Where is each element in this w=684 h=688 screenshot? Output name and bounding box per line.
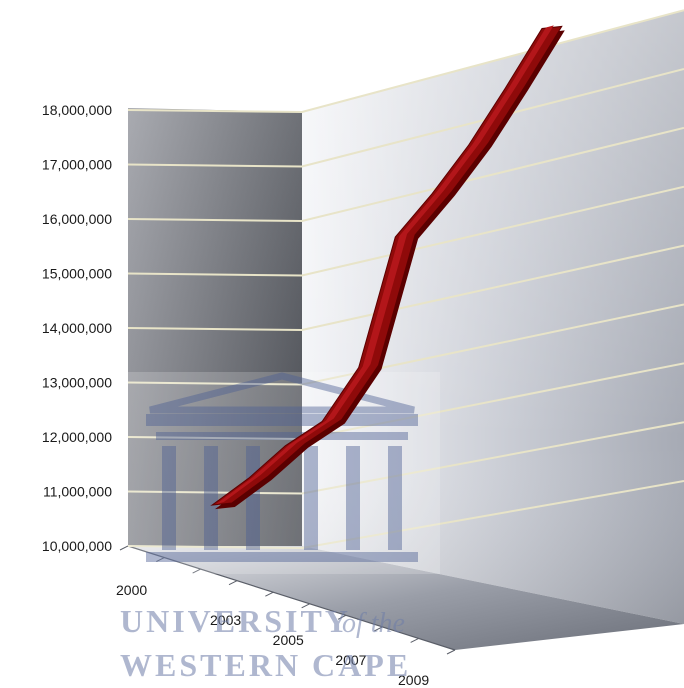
x-tick-label: 2003 <box>210 612 241 628</box>
gridline <box>127 68 684 168</box>
watermark-base <box>146 552 418 562</box>
y-tick-label: 15,000,000 <box>42 266 112 282</box>
y-axis-tick-labels: 10,000,000 11,000,000 12,000,000 13,000,000… <box>42 102 112 554</box>
y-tick-label: 10,000,000 <box>42 538 112 554</box>
y-tick-label: 18,000,000 <box>42 102 112 118</box>
x-tick-mark <box>410 637 419 643</box>
x-tick-mark <box>192 568 201 574</box>
floor <box>128 546 684 650</box>
x-tick-mark <box>265 591 274 597</box>
x-tick-mark <box>446 649 456 655</box>
y-tick-label: 17,000,000 <box>42 157 112 173</box>
x-axis-tick-labels: 2000 2003 2005 2007 2009 <box>116 582 429 688</box>
watermark <box>128 372 440 574</box>
watermark-western-cape: WESTERN CAPE <box>120 647 411 683</box>
y-tick-label: 16,000,000 <box>42 211 112 227</box>
x-tick-mark <box>374 626 383 632</box>
x-tick-marks <box>119 545 456 655</box>
y-tick-label: 12,000,000 <box>42 429 112 445</box>
x-tick-label: 2005 <box>273 632 304 648</box>
y-tick-label: 13,000,000 <box>42 375 112 391</box>
x-tick-label: 2007 <box>335 652 366 668</box>
gridline <box>127 185 684 277</box>
gridline <box>127 421 684 495</box>
series-line-top-face <box>216 25 554 505</box>
watermark-entablature <box>146 414 418 426</box>
floor-front-edge <box>127 545 456 651</box>
x-tick-mark <box>337 614 347 620</box>
gridline <box>127 126 684 223</box>
x-tick-label: 2000 <box>116 582 147 598</box>
gridline <box>127 244 684 332</box>
gridline <box>127 480 684 550</box>
y-tick-label: 11,000,000 <box>43 484 112 500</box>
watermark-of-the: of the <box>342 608 405 639</box>
x-tick-label: 2009 <box>398 672 429 688</box>
watermark-frieze <box>156 432 408 440</box>
watermark-columns <box>162 446 402 550</box>
y-tick-label: 14,000,000 <box>42 320 112 336</box>
watermark-university: UNIVERSITY <box>120 603 351 639</box>
x-tick-mark <box>301 603 310 609</box>
x-tick-mark <box>228 580 238 586</box>
gridline <box>127 9 684 114</box>
x-tick-mark <box>119 545 129 551</box>
